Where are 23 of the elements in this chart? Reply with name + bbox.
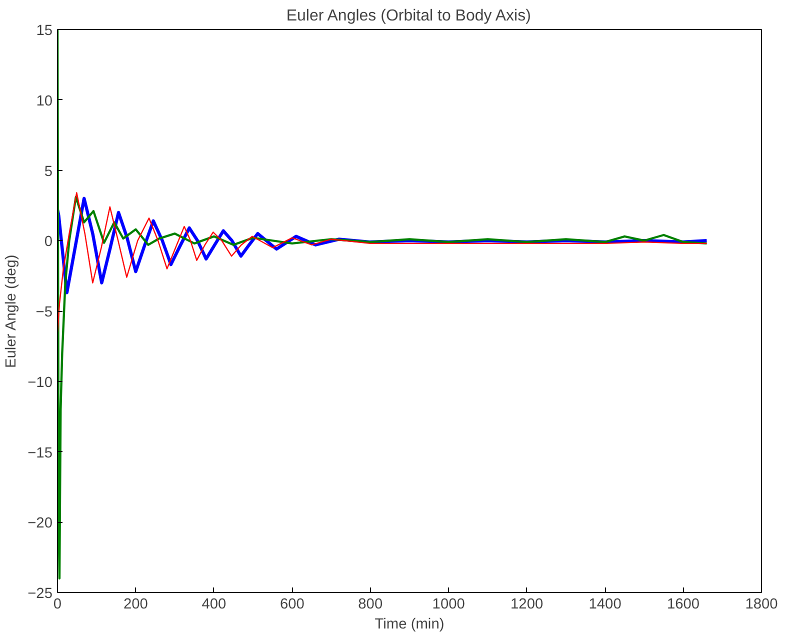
y-tick-label: 0 xyxy=(44,234,53,250)
y-axis-title: Euler Angle (deg) xyxy=(4,254,20,368)
x-axis-title: Time (min) xyxy=(374,616,444,632)
line-series xyxy=(58,192,708,333)
y-tick-label: 10 xyxy=(36,93,53,110)
chart-title: Euler Angles (Orbital to Body Axis) xyxy=(286,8,531,24)
x-tick-label: 1400 xyxy=(588,596,622,612)
y-tick-label: −25 xyxy=(28,586,53,602)
x-tick-label: 1200 xyxy=(510,596,544,612)
x-tick-label: 1800 xyxy=(745,596,778,612)
x-tick-label: 1600 xyxy=(666,596,700,612)
y-tick-label: −10 xyxy=(28,374,53,391)
line-series xyxy=(58,30,708,580)
y-tick-label: −20 xyxy=(28,516,53,532)
x-tick-label: 200 xyxy=(123,596,148,612)
x-tick-label: 600 xyxy=(280,596,304,612)
x-tick-label: 1000 xyxy=(432,596,465,612)
y-tick-label: 5 xyxy=(44,164,53,180)
x-tick-label: 400 xyxy=(202,596,226,612)
y-tick-label: −5 xyxy=(36,304,53,320)
y-tick-label: 15 xyxy=(36,23,53,39)
x-tick-label: 800 xyxy=(358,596,383,612)
y-tick-label: −15 xyxy=(28,445,53,462)
